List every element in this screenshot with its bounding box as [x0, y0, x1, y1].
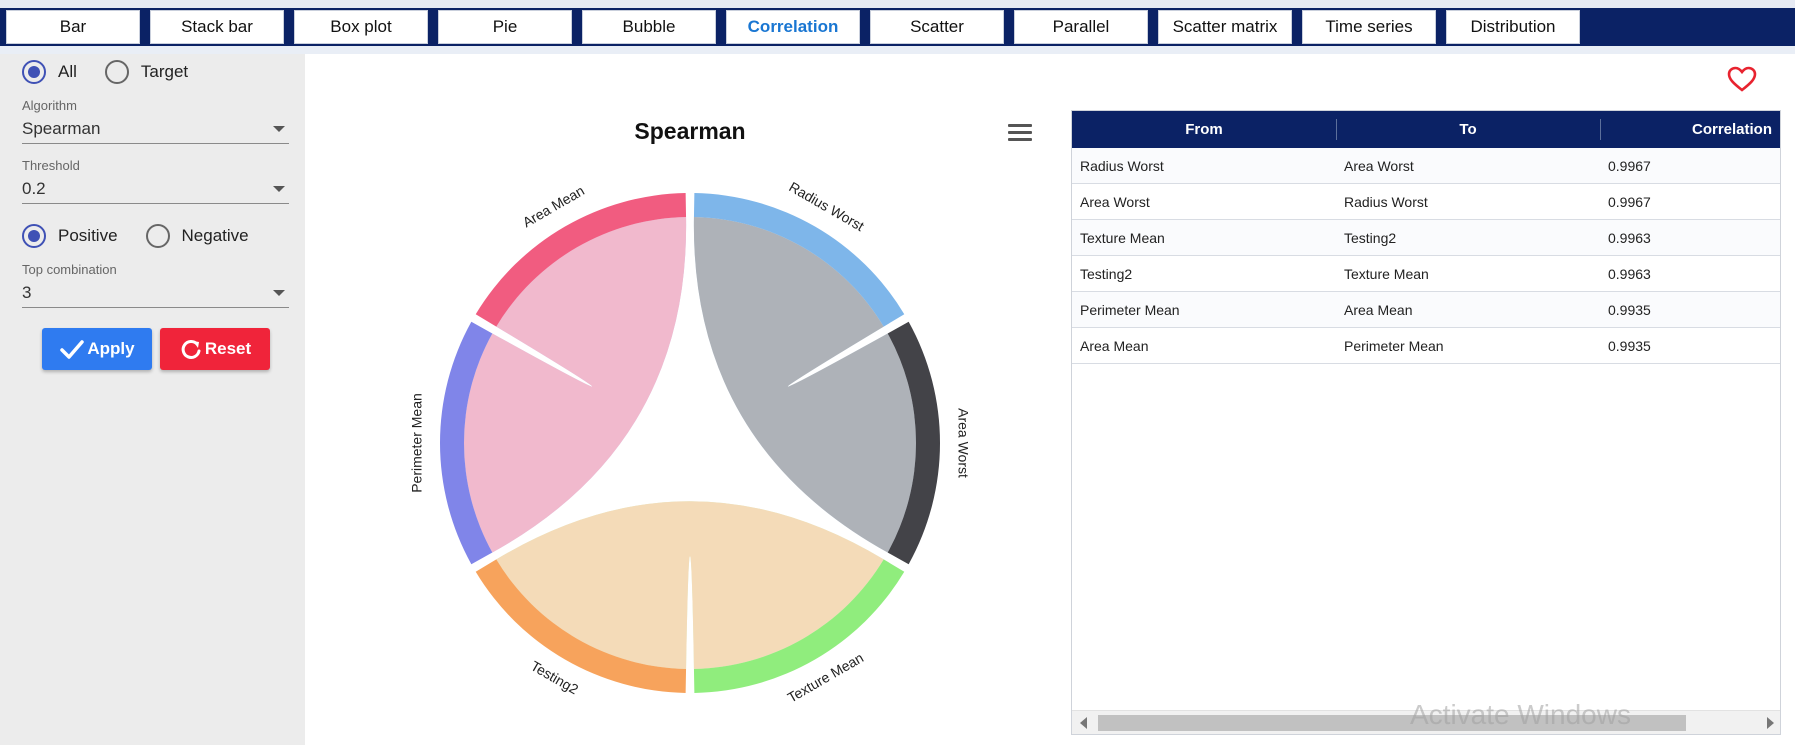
threshold-label: Threshold	[22, 158, 80, 173]
radio-negative[interactable]	[145, 224, 170, 248]
tab-bar-underline	[0, 46, 1795, 54]
check-icon	[60, 340, 85, 359]
cell-to: Area Mean	[1344, 302, 1413, 318]
chevron-down-icon	[273, 125, 285, 132]
scroll-right-icon[interactable]	[1767, 717, 1774, 729]
tab-bar: Bar Stack bar Box plot Pie Bubble Correlation…	[0, 0, 1795, 48]
table-row[interactable]: Area Mean Perimeter Mean 0.9935	[1072, 328, 1780, 364]
table-row[interactable]: Perimeter Mean Area Mean 0.9935	[1072, 292, 1780, 328]
table-row[interactable]: Area Worst Radius Worst 0.9967	[1072, 184, 1780, 220]
tabs: Bar Stack bar Box plot Pie Bubble Correlation…	[6, 10, 1590, 44]
cell-correlation: 0.9967	[1608, 194, 1651, 210]
sign-radio-group: Positive Negative	[22, 224, 277, 248]
cell-from: Testing2	[1080, 266, 1133, 282]
tab-bar[interactable]: Bar	[6, 10, 140, 44]
chord-arc-radius-worst[interactable]	[693, 193, 905, 327]
column-header-to[interactable]: To	[1459, 121, 1477, 138]
radio-all[interactable]	[22, 60, 46, 84]
apply-button[interactable]: Apply	[42, 328, 152, 370]
chord-ribbon-area-worst[interactable]	[693, 217, 916, 553]
column-divider	[1336, 119, 1337, 140]
cell-correlation: 0.9967	[1608, 158, 1651, 174]
tab-box-plot[interactable]: Box plot	[294, 10, 428, 44]
chord-arc-perimeter-mean[interactable]	[439, 321, 493, 565]
tab-stack-bar[interactable]: Stack bar	[150, 10, 284, 44]
radio-all-label: All	[58, 62, 77, 81]
cell-to: Radius Worst	[1344, 194, 1428, 210]
tab-distribution[interactable]: Distribution	[1446, 10, 1580, 44]
cell-from: Texture Mean	[1080, 230, 1165, 246]
cell-correlation: 0.9935	[1608, 338, 1651, 354]
chevron-down-icon	[273, 289, 285, 296]
apply-label: Apply	[87, 339, 135, 358]
cell-to: Texture Mean	[1344, 266, 1429, 282]
chord-arc-area-worst[interactable]	[887, 321, 940, 565]
threshold-select[interactable]: 0.2	[22, 174, 289, 204]
scroll-left-icon[interactable]	[1080, 717, 1087, 729]
radio-negative-label: Negative	[181, 226, 249, 245]
chord-arc-testing2[interactable]	[475, 559, 687, 693]
cell-from: Area Worst	[1080, 194, 1150, 210]
top-combination-select[interactable]: 3	[22, 278, 289, 308]
chord-arc-texture-mean[interactable]	[693, 559, 905, 693]
radio-target-label: Target	[140, 62, 189, 81]
tab-correlation[interactable]: Correlation	[726, 10, 860, 44]
top-combination-label: Top combination	[22, 262, 117, 277]
scrollbar-thumb[interactable]	[1098, 715, 1686, 731]
tab-scatter[interactable]: Scatter	[870, 10, 1004, 44]
correlation-table: From To Correlation Radius Worst Area Wor…	[1071, 110, 1781, 735]
cell-correlation: 0.9963	[1608, 230, 1651, 246]
algorithm-select[interactable]: Spearman	[22, 114, 289, 144]
chevron-down-icon	[273, 185, 285, 192]
tab-time-series[interactable]: Time series	[1302, 10, 1436, 44]
cell-from: Perimeter Mean	[1080, 302, 1180, 318]
chord-arc-area-mean[interactable]	[475, 193, 687, 327]
threshold-field: Threshold 0.2	[22, 158, 289, 204]
cell-correlation: 0.9963	[1608, 266, 1651, 282]
chord-label: Area Worst	[955, 408, 971, 478]
radio-positive-label: Positive	[58, 226, 118, 245]
top-combination-field: Top combination 3	[22, 262, 289, 308]
column-divider	[1600, 119, 1601, 140]
tab-pie[interactable]: Pie	[438, 10, 572, 44]
cell-to: Area Worst	[1344, 158, 1414, 174]
table-header: From To Correlation	[1072, 111, 1780, 148]
tab-bubble[interactable]: Bubble	[582, 10, 716, 44]
refresh-icon	[181, 339, 201, 359]
tab-parallel[interactable]: Parallel	[1014, 10, 1148, 44]
column-header-from[interactable]: From	[1185, 121, 1223, 138]
cell-from: Radius Worst	[1080, 158, 1164, 174]
cell-to: Testing2	[1344, 230, 1397, 246]
scope-radio-group: All Target	[22, 60, 216, 84]
hamburger-menu-icon[interactable]	[1008, 124, 1032, 144]
heart-icon[interactable]	[1727, 66, 1757, 92]
table-row[interactable]: Radius Worst Area Worst 0.9967	[1072, 148, 1780, 184]
reset-button[interactable]: Reset	[160, 328, 270, 370]
horizontal-scrollbar[interactable]	[1072, 710, 1780, 734]
cell-correlation: 0.9935	[1608, 302, 1651, 318]
threshold-value: 0.2	[22, 178, 46, 198]
reset-label: Reset	[204, 339, 252, 358]
top-combination-value: 3	[22, 282, 32, 302]
watermark: Activate Windows	[1410, 699, 1631, 730]
sidebar: All Target Algorithm Spearman Threshold …	[0, 54, 305, 745]
table-row[interactable]: Testing2 Texture Mean 0.9963	[1072, 256, 1780, 292]
column-header-correlation[interactable]: Correlation	[1691, 121, 1772, 138]
chord-ribbon-area-mean[interactable]	[463, 217, 687, 553]
algorithm-value: Spearman	[22, 118, 101, 138]
algorithm-label: Algorithm	[22, 98, 77, 113]
tab-scatter-matrix[interactable]: Scatter matrix	[1158, 10, 1292, 44]
radio-positive[interactable]	[22, 224, 46, 248]
algorithm-field: Algorithm Spearman	[22, 98, 289, 144]
chord-ribbon-testing2[interactable]	[496, 501, 884, 669]
cell-to: Perimeter Mean	[1344, 338, 1444, 354]
cell-from: Area Mean	[1080, 338, 1149, 354]
table-row[interactable]: Texture Mean Testing2 0.9963	[1072, 220, 1780, 256]
chart-title: Spearman	[634, 118, 746, 144]
radio-target[interactable]	[104, 60, 129, 84]
chord-label: Perimeter Mean	[409, 393, 425, 493]
